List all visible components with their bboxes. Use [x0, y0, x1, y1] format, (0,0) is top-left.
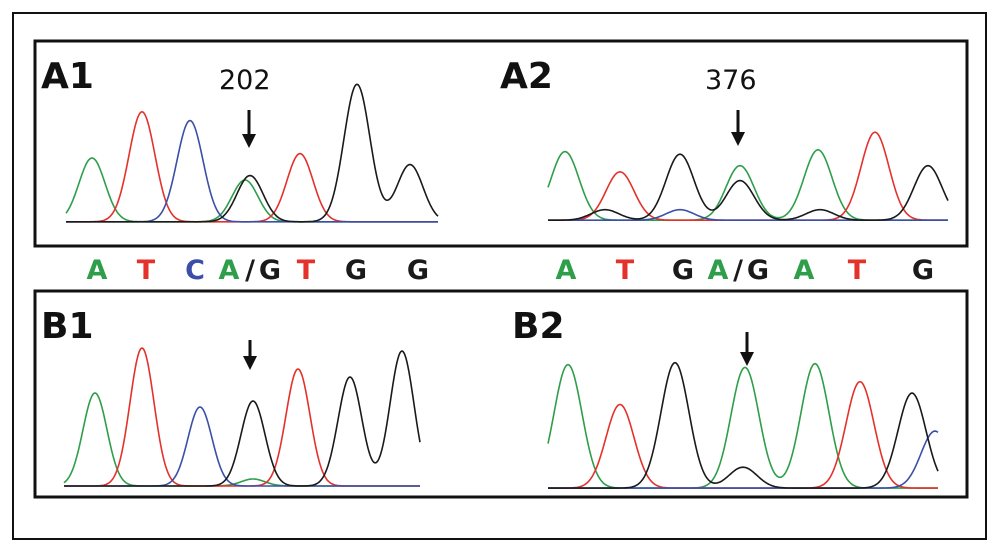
base-letter: G	[259, 255, 281, 286]
panel-b-frame	[33, 289, 969, 499]
trace-T-line	[548, 131, 948, 221]
base-letter: G	[672, 255, 694, 286]
base-letter: A	[219, 255, 240, 286]
base-letter: G	[345, 255, 367, 286]
base-letter: T	[297, 255, 316, 286]
outer-frame	[12, 12, 987, 540]
base-letter: T	[616, 255, 635, 286]
trace-T-line	[64, 347, 420, 487]
down-arrow-icon	[243, 340, 257, 370]
trace-G-line	[66, 83, 439, 223]
base-letter: A	[87, 255, 108, 286]
down-arrow-icon	[740, 332, 754, 366]
trace-C-line	[64, 406, 420, 487]
trace-T-line	[66, 110, 438, 223]
panel-label-a2: A2	[500, 56, 553, 97]
position-label-a1: 202	[219, 65, 271, 96]
base-letter: G	[747, 255, 769, 286]
panel-label-a1: A1	[41, 56, 94, 97]
base-letter: A	[708, 255, 729, 286]
trace-G-line	[64, 350, 421, 487]
trace-C-line	[548, 430, 939, 489]
chromatogram-a2	[547, 131, 949, 221]
panel-label-b1: B1	[41, 306, 94, 347]
base-slash: /	[245, 255, 255, 286]
trace-G-line	[548, 153, 949, 221]
base-letter: T	[848, 255, 867, 286]
base-slash: /	[733, 255, 743, 286]
chromatogram-b1	[63, 347, 421, 487]
chromatogram-a1	[65, 83, 439, 223]
base-letter: C	[185, 255, 205, 286]
panel-a-frame	[33, 39, 969, 248]
base-letter: G	[912, 255, 934, 286]
position-label-a2: 376	[705, 65, 757, 96]
base-sequence-left: A T C A / G T G G	[87, 255, 430, 286]
trace-A-line	[547, 362, 938, 489]
chromatogram-b2	[547, 361, 939, 489]
base-letter: A	[556, 255, 577, 286]
trace-G-line	[548, 361, 939, 489]
panel-label-b2: B2	[512, 306, 565, 347]
base-letter: G	[407, 255, 429, 286]
base-letter: A	[794, 255, 815, 286]
trace-T-line	[548, 380, 938, 489]
down-arrow-icon	[242, 110, 256, 148]
base-letter: T	[137, 255, 156, 286]
base-sequence-right: A T G A / G A T G	[556, 255, 935, 286]
down-arrow-icon	[731, 110, 745, 146]
